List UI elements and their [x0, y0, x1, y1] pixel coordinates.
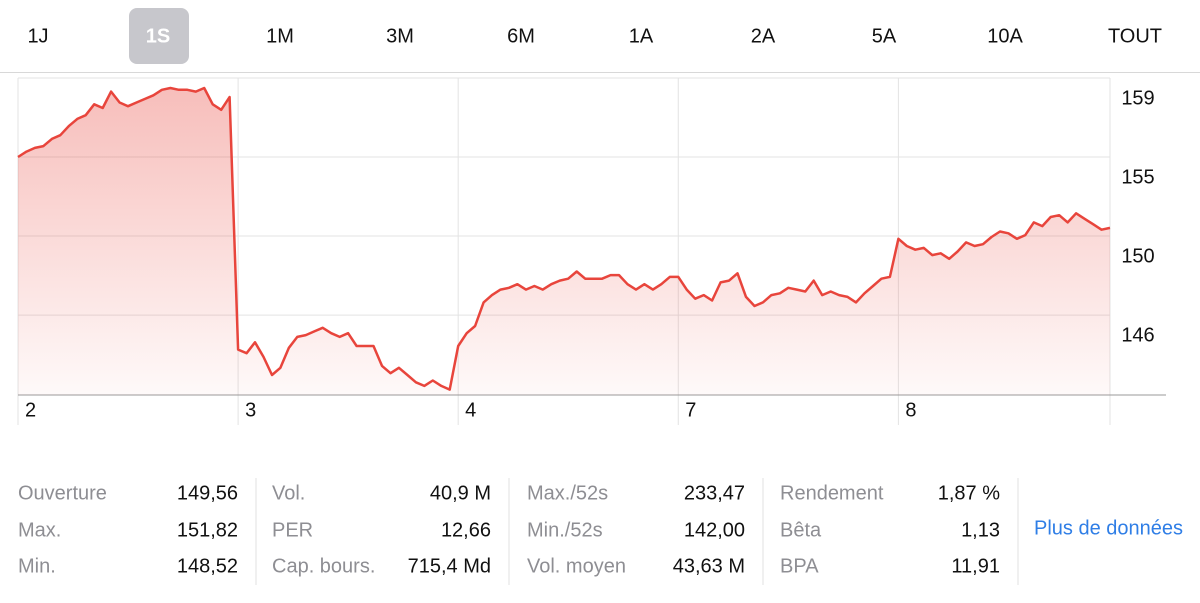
- stat-value: 149,56: [177, 482, 238, 504]
- stat-value: 151,82: [177, 519, 238, 541]
- stat-label: Min.: [18, 555, 56, 577]
- stat-label: Ouverture: [18, 482, 107, 504]
- stat-value: 715,4 Md: [408, 555, 491, 577]
- x-tick-label: 3: [245, 399, 256, 421]
- stat-label: Rendement: [780, 482, 884, 504]
- range-tab[interactable]: TOUT: [1108, 25, 1162, 47]
- stat-label: Max.: [18, 519, 61, 541]
- stat-value: 1,13: [961, 519, 1000, 541]
- stat-label: BPA: [780, 555, 819, 577]
- range-tab[interactable]: 1S: [146, 25, 170, 47]
- stats-table: Ouverture 149,56 Max. 151,82 Min. 148,52 Vol. 4…: [18, 478, 1019, 585]
- selected-tab-bg: [129, 8, 189, 64]
- range-tab[interactable]: 3M: [386, 25, 414, 47]
- more-data-link[interactable]: Plus de données: [1034, 517, 1183, 539]
- area-fill: [18, 88, 1110, 395]
- range-tab[interactable]: 1A: [629, 25, 654, 47]
- stat-value: 233,47: [684, 482, 745, 504]
- x-tick-label: 4: [465, 399, 476, 421]
- stat-label: Bêta: [780, 519, 822, 541]
- price-line: [17, 86, 1111, 391]
- stat-value: 43,63 M: [673, 555, 745, 577]
- x-tick-label: 7: [685, 399, 696, 421]
- stat-value: 1,87 %: [938, 482, 1000, 504]
- stat-label: Cap. bours.: [272, 555, 375, 577]
- stat-label: PER: [272, 519, 313, 541]
- stat-label: Min./52s: [527, 519, 603, 541]
- stat-value: 148,52: [177, 555, 238, 577]
- price-chart: 146 150 155 159 2 3 4 7 8: [17, 77, 1166, 425]
- stat-label: Vol.: [272, 482, 305, 504]
- stat-value: 11,91: [951, 555, 1000, 577]
- y-tick-label: 155: [1121, 166, 1154, 188]
- stat-value: 142,00: [684, 519, 745, 541]
- range-tab[interactable]: 1M: [266, 25, 294, 47]
- x-tick-label: 2: [25, 399, 36, 421]
- stat-label: Vol. moyen: [527, 555, 626, 577]
- y-tick-label: 159: [1121, 87, 1154, 109]
- stat-value: 12,66: [441, 519, 491, 541]
- tab-bar: 1J 1S 1M 3M 6M 1A 2A 5A 10A TOUT: [27, 8, 1162, 64]
- range-tab[interactable]: 10A: [987, 25, 1023, 47]
- range-tab[interactable]: 5A: [872, 25, 897, 47]
- y-tick-label: 150: [1121, 245, 1154, 267]
- range-tab[interactable]: 1J: [27, 25, 48, 47]
- range-tab[interactable]: 2A: [751, 25, 776, 47]
- y-tick-label: 146: [1121, 324, 1154, 346]
- stat-value: 40,9 M: [430, 482, 491, 504]
- stat-label: Max./52s: [527, 482, 608, 504]
- x-tick-label: 8: [905, 399, 916, 421]
- range-tab[interactable]: 6M: [507, 25, 535, 47]
